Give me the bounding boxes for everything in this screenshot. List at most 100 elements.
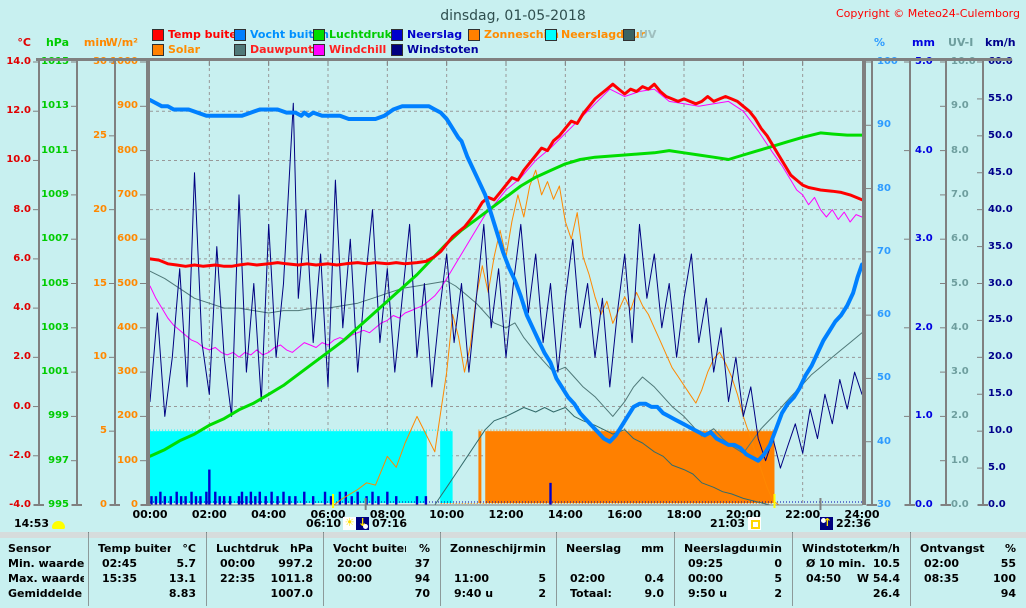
legend-swatch-icon xyxy=(391,29,403,41)
annotation-moonset: 07:16 xyxy=(372,517,408,530)
series-neerslag-bar xyxy=(154,496,158,505)
axis-unit-%: % xyxy=(874,36,886,49)
axis-tick-label: 4.0 xyxy=(13,302,31,314)
axis-tick-label: 3.0 xyxy=(951,366,969,378)
axis-tick-label: 70 xyxy=(877,245,891,257)
axis-tick-label: 0.0 xyxy=(915,499,933,510)
table-col-name: Ontvangst xyxy=(920,542,985,555)
series-neerslag-bar xyxy=(282,491,285,505)
axis-unit-min: min xyxy=(83,36,107,49)
axis-tick-label: 8.0 xyxy=(951,144,969,156)
copyright: Copyright © Meteo24-Culemborg xyxy=(836,7,1020,20)
axis-tick-label: 15 xyxy=(93,277,107,289)
series-solar-line xyxy=(149,169,863,506)
table-value-time: 22:35 xyxy=(220,572,256,585)
series-neerslag-bar xyxy=(338,491,342,505)
table-value: 997.2 xyxy=(278,557,313,570)
table-col-unit: min xyxy=(522,542,546,555)
legend-label: Dauwpunt xyxy=(250,43,314,56)
axis-tick-label: 6.0 xyxy=(13,252,31,264)
table-value: 94 xyxy=(1000,587,1016,600)
moon-tick xyxy=(364,498,367,510)
table-value-time: Ø 10 min. xyxy=(806,557,866,570)
table-row-label: Min. waarde xyxy=(8,557,84,570)
x-axis-label: 14:00 xyxy=(547,508,583,521)
legend-label: Zonneschijn xyxy=(484,28,559,41)
legend-label: Luchtdruk xyxy=(329,28,392,41)
series-windchill-line xyxy=(149,88,863,358)
series-neerslag-bar xyxy=(208,469,211,505)
moon-tick xyxy=(819,498,822,510)
axis-tick-label: 5 xyxy=(100,425,107,437)
table-value-time: 9:50 u xyxy=(688,587,728,600)
table-col-name: Zonneschijn xyxy=(450,542,522,555)
table-value: 0 xyxy=(774,557,782,570)
axis-tick-label: 55.0 xyxy=(988,92,1013,104)
axis-tick-label: 0 xyxy=(131,499,138,510)
table-col-name: Vocht buiten xyxy=(333,542,406,555)
table-value-time: 9:40 u xyxy=(454,587,494,600)
table-col-name: Neerslagduur xyxy=(684,542,757,555)
series-neerslag-bar xyxy=(184,496,187,505)
table-value: 13.1 xyxy=(168,572,196,585)
axis-unit-°C: °C xyxy=(17,36,31,49)
series-neerslagduur-block xyxy=(150,431,427,503)
axis-tick-label: 200 xyxy=(117,410,138,422)
series-neerslag-bar xyxy=(377,496,380,505)
plot-right-border xyxy=(862,58,866,505)
legend-swatch-icon xyxy=(391,44,403,56)
legend-swatch-icon xyxy=(234,44,246,56)
legend-label: Windstoten xyxy=(407,43,479,56)
legend-label: UV xyxy=(639,28,657,41)
axis-tick-label: 4.0 xyxy=(915,144,933,156)
axis-unit-mm: mm xyxy=(912,36,935,49)
series-neerslag-bar xyxy=(222,496,226,505)
axis-tick-label: 20.0 xyxy=(988,351,1013,363)
axis-tick-label: 20 xyxy=(93,203,107,215)
axis-tick-label: 0 xyxy=(100,499,107,510)
axis-tick-label: 800 xyxy=(117,144,138,156)
series-neerslag-bar xyxy=(311,496,315,505)
axis-tick-label: 50 xyxy=(877,372,891,384)
annotation-moon-yellow: 14:53 xyxy=(14,517,50,530)
axis-tick-label: 300 xyxy=(117,366,138,378)
legend-label: Vocht buiten xyxy=(250,28,329,41)
table-col-unit: °C xyxy=(182,542,196,555)
axis-tick-label: 60.0 xyxy=(988,56,1013,67)
series-neerslag-bar xyxy=(237,496,241,505)
x-axis-label: 02:00 xyxy=(191,508,227,521)
table-value: 100 xyxy=(993,572,1016,585)
axis-unit-W/m²: W/m² xyxy=(105,36,138,49)
series-neerslag-bar xyxy=(159,491,162,505)
table-value: 9.0 xyxy=(644,587,665,600)
table-value-time: Totaal: xyxy=(570,587,612,600)
series-zonneschijn-block xyxy=(478,431,482,503)
table-col-name: Windstoten xyxy=(802,542,874,555)
axis-unit-hPa: hPa xyxy=(45,36,69,49)
table-value: 55 xyxy=(1000,557,1016,570)
axis-tick-label: 0.0 xyxy=(13,400,31,412)
series-neerslag-bar xyxy=(179,496,183,505)
series-neerslag-bar xyxy=(264,496,267,505)
series-neerslag-bar xyxy=(258,491,261,505)
axis-tick-label: 1000 xyxy=(110,56,138,67)
series-neerslag-bar xyxy=(240,491,244,505)
series-neerslag-bar xyxy=(386,491,389,505)
table-col-name: Temp buiten xyxy=(98,542,172,555)
x-axis-label: 04:00 xyxy=(251,508,287,521)
moon-icon xyxy=(821,518,826,523)
axis-tick-label: 5.0 xyxy=(988,462,1006,474)
axis-tick-label: 0.0 xyxy=(951,499,969,510)
axis-tick-label: 1.0 xyxy=(951,454,969,466)
sunrise-tick xyxy=(332,494,335,508)
axis-tick-label: 0.0 xyxy=(988,499,1006,510)
series-luchtdruk-line xyxy=(148,131,864,458)
series-neerslag-bar xyxy=(371,491,374,505)
table-value: 0.4 xyxy=(644,572,665,585)
up-arrow-icon: ↑ xyxy=(822,516,832,529)
plot-left-border xyxy=(146,58,150,505)
table-col-unit: min xyxy=(758,542,782,555)
sunrise-icon: ☀ xyxy=(343,516,356,530)
series-uv-line xyxy=(149,407,863,506)
axis-tick-label: 1013 xyxy=(41,100,69,112)
